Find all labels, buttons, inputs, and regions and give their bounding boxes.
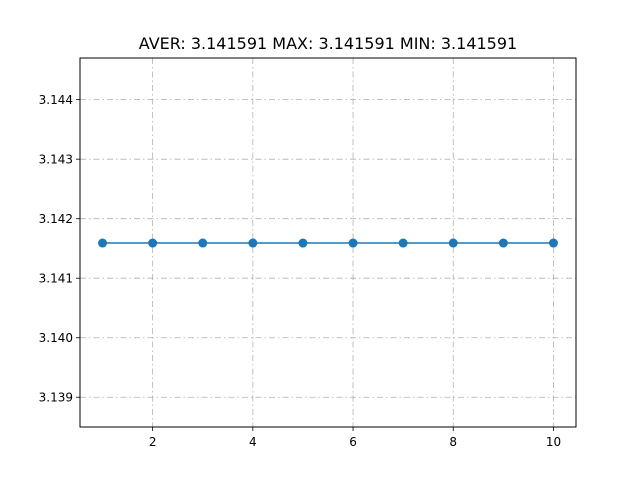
y-tick-label: 3.142 bbox=[39, 212, 73, 226]
x-axis-ticks: 2 4 6 8 10 bbox=[149, 427, 561, 449]
y-tick-label: 3.139 bbox=[39, 391, 73, 405]
data-point bbox=[98, 238, 108, 248]
x-tick-label: 6 bbox=[349, 435, 357, 449]
data-point bbox=[148, 238, 158, 248]
data-point bbox=[198, 238, 208, 248]
y-tick-label: 3.143 bbox=[39, 153, 73, 167]
data-point bbox=[498, 238, 508, 248]
data-point bbox=[548, 238, 558, 248]
data-point bbox=[448, 238, 458, 248]
data-point bbox=[248, 238, 258, 248]
data-point bbox=[398, 238, 408, 248]
data-point bbox=[298, 238, 308, 248]
y-tick-label: 3.141 bbox=[39, 272, 73, 286]
x-tick-label: 2 bbox=[149, 435, 157, 449]
data-point bbox=[348, 238, 358, 248]
x-tick-label: 4 bbox=[249, 435, 257, 449]
chart-title: AVER: 3.141591 MAX: 3.141591 MIN: 3.1415… bbox=[139, 34, 517, 53]
plot-area-frame bbox=[79, 57, 577, 428]
y-tick-label: 3.140 bbox=[39, 331, 73, 345]
y-tick-label: 3.144 bbox=[39, 93, 73, 107]
x-tick-label: 10 bbox=[546, 435, 561, 449]
series-layer bbox=[98, 238, 558, 248]
y-axis-ticks: 3.139 3.140 3.141 3.142 3.143 3.144 bbox=[39, 93, 80, 405]
x-tick-label: 8 bbox=[449, 435, 457, 449]
